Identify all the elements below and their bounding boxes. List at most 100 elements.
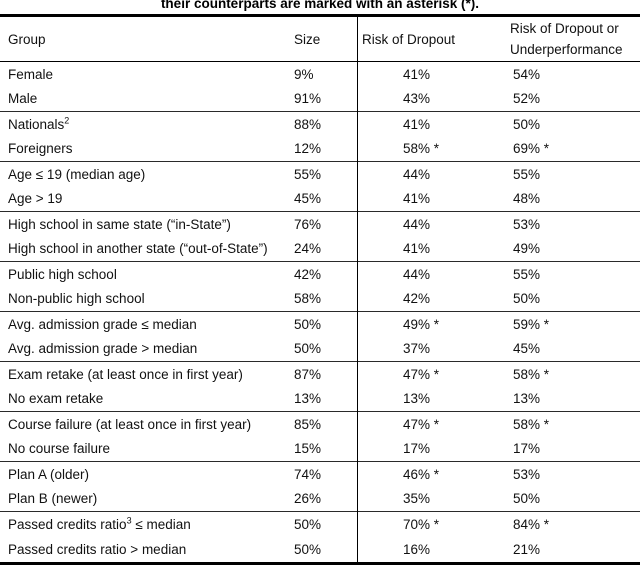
footnote-marker: 2	[64, 115, 70, 126]
risk-underperf-value: 45%	[513, 341, 541, 357]
risk-dropout-value: 44%	[403, 166, 431, 182]
risk-underperf-value: 48%	[513, 191, 541, 207]
risk-dropout-value: 41%	[403, 116, 431, 132]
group-label: Nationals2	[8, 115, 70, 132]
group-label: Male	[8, 91, 38, 107]
group-label: Female	[8, 66, 54, 82]
size-value: 85%	[294, 416, 322, 432]
group-label: Avg. admission grade > median	[8, 341, 198, 357]
risk-underperf-value: 58% *	[513, 366, 550, 382]
risk-underperf-value: 54%	[513, 66, 541, 82]
size-value: 74%	[294, 466, 322, 482]
group-label: Foreigners	[8, 141, 73, 157]
risk-underperf-value: 49%	[513, 241, 541, 257]
table-row: No course failure 15% 17% 17%	[0, 437, 640, 462]
footnote-marker: 3	[126, 515, 132, 526]
group-label: No exam retake	[8, 391, 104, 407]
group-label: Plan A (older)	[8, 466, 90, 482]
row-group: Age ≤ 19 (median age) 55% 44% 55% Age > 19 45…	[0, 162, 640, 212]
size-value: 55%	[294, 166, 322, 182]
table-row: Exam retake (at least once in first year…	[0, 362, 640, 387]
group-label: Non-public high school	[8, 291, 145, 307]
risk-underperf-value: 58% *	[513, 416, 550, 432]
size-value: 13%	[294, 391, 322, 407]
size-value: 88%	[294, 116, 322, 132]
risk-underperf-value: 50%	[513, 116, 541, 132]
risk-dropout-value: 58% *	[403, 141, 440, 157]
table-row: Female 9% 41% 54%	[0, 62, 640, 87]
risk-dropout-value: 42%	[403, 291, 431, 307]
table-row: Passed credits ratio3 ≤ median 50% 70% * 84…	[0, 512, 640, 537]
table-row: Avg. admission grade ≤ median 50% 49% * 59%…	[0, 312, 640, 337]
table-row: Age > 19 45% 41% 48%	[0, 187, 640, 212]
risk-underperf-value: 59% *	[513, 316, 550, 332]
group-label: Avg. admission grade ≤ median	[8, 316, 197, 332]
size-value: 76%	[294, 216, 322, 232]
size-value: 9%	[294, 66, 314, 82]
table-row: Male 91% 43% 52%	[0, 87, 640, 112]
row-group: Exam retake (at least once in first year…	[0, 362, 640, 412]
table-top-border	[0, 14, 640, 17]
col-header-risk-dropout-underperformance: Risk of Dropout or Underperformance	[510, 21, 623, 57]
row-group: Public high school 42% 44% 55% Non-public hi…	[0, 262, 640, 312]
row-group: Avg. admission grade ≤ median 50% 49% * 59%…	[0, 312, 640, 362]
table-row: Age ≤ 19 (median age) 55% 44% 55%	[0, 162, 640, 187]
risk-underperf-value: 13%	[513, 391, 541, 407]
table-header-row: Group Size Risk of Dropout Risk of Dropo…	[0, 17, 640, 62]
table-row: Non-public high school 58% 42% 50%	[0, 287, 640, 312]
risk-dropout-value: 44%	[403, 266, 431, 282]
table-row: Plan B (newer) 26% 35% 50%	[0, 487, 640, 512]
risk-dropout-value: 16%	[403, 542, 431, 557]
risk-underperf-value: 17%	[513, 441, 541, 457]
group-label: High school in another state (“out-of-St…	[8, 241, 268, 257]
size-value: 50%	[294, 316, 322, 332]
table-row: No exam retake 13% 13% 13%	[0, 387, 640, 412]
group-label: Age > 19	[8, 191, 63, 207]
size-value: 87%	[294, 366, 322, 382]
risk-dropout-value: 41%	[403, 191, 431, 207]
risk-dropout-value: 43%	[403, 91, 431, 107]
size-value: 45%	[294, 191, 322, 207]
table-caption: their counterparts are marked with an as…	[160, 0, 480, 11]
risk-underperf-value: 55%	[513, 266, 541, 282]
column-divider-line	[357, 17, 358, 562]
summary-table: Group Size Risk of Dropout Risk of Dropo…	[0, 14, 640, 565]
size-value: 58%	[294, 291, 322, 307]
group-label: Passed credits ratio3 ≤ median	[8, 515, 191, 532]
table-row: Plan A (older) 74% 46% * 53%	[0, 462, 640, 487]
risk-dropout-value: 47% *	[403, 416, 440, 432]
group-label: Exam retake (at least once in first year…	[8, 366, 243, 382]
size-value: 15%	[294, 441, 322, 457]
group-label: High school in same state (“in-State”)	[8, 216, 231, 232]
table-row: High school in another state (“out-of-St…	[0, 237, 640, 262]
col-header-size: Size	[294, 31, 321, 47]
risk-dropout-value: 41%	[403, 66, 431, 82]
risk-dropout-value: 46% *	[403, 466, 440, 482]
size-value: 24%	[294, 241, 322, 257]
group-label: Age ≤ 19 (median age)	[8, 166, 146, 182]
risk-dropout-value: 13%	[403, 391, 431, 407]
table-row: Passed credits ratio > median 50% 16% 21%	[0, 537, 640, 562]
risk-underperf-value: 84% *	[513, 517, 550, 532]
table-bottom-border	[0, 562, 640, 565]
risk-dropout-value: 41%	[403, 241, 431, 257]
row-group: Passed credits ratio3 ≤ median 50% 70% * 84…	[0, 512, 640, 562]
size-value: 26%	[294, 491, 322, 507]
risk-underperf-value: 53%	[513, 466, 541, 482]
risk-underperf-value: 50%	[513, 291, 541, 307]
col-header-risk-dropout: Risk of Dropout	[362, 31, 456, 47]
table-row: Foreigners 12% 58% * 69% *	[0, 137, 640, 162]
row-group: Course failure (at least once in first y…	[0, 412, 640, 462]
risk-underperf-value: 50%	[513, 491, 541, 507]
row-group: Nationals2 88% 41% 50% Foreigners 12% 58% * 69%…	[0, 112, 640, 162]
size-value: 50%	[294, 542, 322, 557]
group-label: No course failure	[8, 441, 111, 457]
risk-underperf-value: 21%	[513, 542, 541, 557]
col-header-group: Group	[8, 31, 46, 47]
row-group: Female 9% 41% 54% Male 91% 43% 52%	[0, 62, 640, 112]
size-value: 91%	[294, 91, 322, 107]
group-label: Plan B (newer)	[8, 491, 98, 507]
risk-dropout-value: 35%	[403, 491, 431, 507]
table-row: Nationals2 88% 41% 50%	[0, 112, 640, 137]
